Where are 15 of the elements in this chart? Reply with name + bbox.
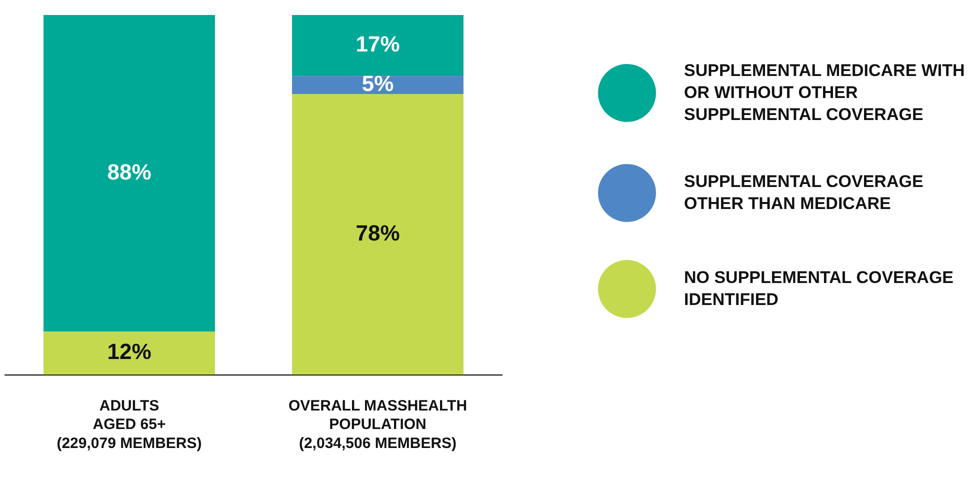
x-tick-label: ADULTS AGED 65+ (229,079 MEMBERS) (56, 397, 202, 452)
data-label: 12% (107, 339, 152, 364)
bar (44, 332, 215, 375)
bar (292, 94, 464, 375)
bar (292, 76, 464, 94)
data-label: 17% (356, 32, 400, 57)
text: SUPPLEMENTAL MEDICARE WITH OR WITHOUT OTHER SUPPLEMENTAL COVERAGE (684, 60, 966, 126)
text: SUPPLEMENTAL COVERAGE OTHER THAN MEDICARE (684, 171, 924, 215)
text: NO SUPPLEMENTAL COVERAGE IDENTIFIED (684, 267, 955, 311)
bar (44, 15, 215, 332)
x-tick-label: OVERALL MASSHEALTH POPULATION (2,034,506 MEMBERS) (288, 397, 468, 452)
data-label: 88% (107, 159, 152, 184)
data-label: 78% (356, 220, 400, 246)
bar (292, 15, 464, 76)
data-label: 5% (362, 71, 394, 96)
